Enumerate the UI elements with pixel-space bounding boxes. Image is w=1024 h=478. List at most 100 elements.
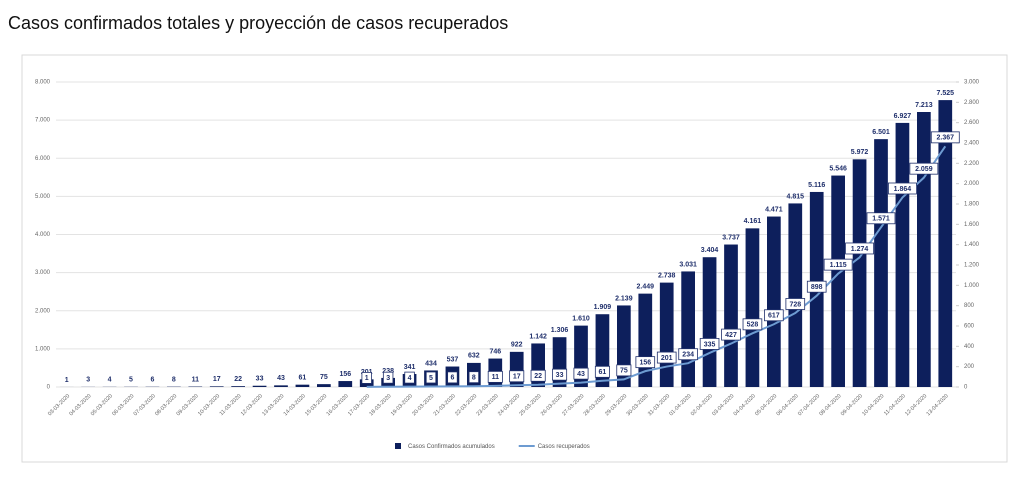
line-label-box bbox=[742, 318, 763, 331]
bar bbox=[702, 257, 717, 387]
y2-tick-label: 200 bbox=[964, 364, 975, 370]
y2-tick-label: 1.800 bbox=[964, 202, 980, 208]
bar-value-label: 5.116 bbox=[808, 182, 825, 189]
bar bbox=[252, 385, 267, 387]
line-label-box bbox=[823, 258, 853, 271]
line-label-box bbox=[425, 371, 437, 384]
y2-tick-label: 400 bbox=[964, 344, 975, 350]
bar-value-label: 6 bbox=[150, 377, 154, 384]
bar-value-label: 8 bbox=[172, 377, 176, 384]
bar-value-label: 7.213 bbox=[915, 102, 933, 109]
bar-value-label: 2.139 bbox=[615, 295, 633, 302]
y2-tick-label: 1.000 bbox=[964, 283, 980, 289]
line-value-label: 1.571 bbox=[872, 216, 890, 223]
bar-value-label: 2.449 bbox=[637, 283, 655, 290]
bar-value-label: 3 bbox=[86, 377, 90, 384]
bar-value-label: 4 bbox=[108, 377, 112, 384]
bar-value-label: 537 bbox=[447, 356, 459, 363]
bar-value-label: 4.815 bbox=[787, 193, 805, 200]
line-label-box bbox=[866, 212, 896, 225]
bar bbox=[724, 244, 738, 387]
y2-tick-label: 3.000 bbox=[964, 80, 980, 86]
bar-value-label: 1 bbox=[65, 377, 69, 384]
line-label-box bbox=[721, 328, 741, 341]
y-tick-label: 5.000 bbox=[35, 194, 51, 200]
y2-tick-label: 1.600 bbox=[964, 222, 980, 228]
bar bbox=[317, 384, 331, 387]
bar-value-label: 5.972 bbox=[851, 149, 869, 156]
line-label-box bbox=[785, 298, 806, 310]
bar bbox=[895, 122, 910, 387]
bar-value-label: 1.610 bbox=[572, 315, 590, 322]
line-value-label: 3 bbox=[386, 375, 390, 382]
bar bbox=[831, 175, 845, 387]
bar-value-label: 6.501 bbox=[872, 129, 890, 136]
y2-tick-label: 600 bbox=[964, 324, 975, 330]
y-tick-label: 1.000 bbox=[35, 346, 51, 352]
bar-value-label: 11 bbox=[192, 376, 200, 383]
line-label-box bbox=[616, 364, 632, 377]
bar bbox=[681, 271, 695, 387]
line-value-label: 898 bbox=[811, 284, 823, 291]
bar-value-label: 3.031 bbox=[679, 261, 697, 268]
y-tick-label: 8.000 bbox=[35, 80, 51, 86]
bar-value-label: 238 bbox=[382, 368, 394, 375]
bar-value-label: 3.737 bbox=[722, 234, 740, 241]
line-value-label: 2.059 bbox=[915, 166, 933, 173]
line-label-box bbox=[509, 370, 525, 383]
line-label-box bbox=[909, 162, 939, 175]
line-value-label: 4 bbox=[408, 375, 412, 382]
bar bbox=[917, 112, 931, 388]
bar-value-label: 6.927 bbox=[894, 113, 912, 120]
line-label-box bbox=[594, 365, 610, 378]
bar bbox=[745, 228, 760, 387]
bar bbox=[938, 100, 953, 387]
bar-value-label: 4.161 bbox=[744, 218, 762, 225]
line-value-label: 1.864 bbox=[894, 186, 912, 193]
legend-label: Casos recuperados bbox=[538, 444, 590, 450]
line-value-label: 11 bbox=[492, 374, 500, 381]
y2-tick-label: 1.400 bbox=[964, 242, 980, 248]
bar-value-label: 3.404 bbox=[701, 247, 719, 254]
line-value-label: 61 bbox=[599, 369, 607, 376]
bar-value-label: 434 bbox=[425, 360, 437, 367]
bar bbox=[788, 203, 803, 387]
line-label-box bbox=[530, 369, 546, 382]
bar-value-label: 746 bbox=[489, 348, 501, 355]
bar-value-label: 7.525 bbox=[937, 90, 955, 97]
y2-tick-label: 2.200 bbox=[964, 161, 980, 167]
line-label-box bbox=[806, 280, 827, 293]
bar-value-label: 4.471 bbox=[765, 206, 783, 213]
line-value-label: 234 bbox=[682, 352, 694, 359]
bar-value-label: 61 bbox=[299, 375, 307, 382]
line-label-box bbox=[678, 348, 698, 361]
bar-value-label: 632 bbox=[468, 353, 480, 360]
line-value-label: 156 bbox=[639, 359, 651, 366]
legend-swatch bbox=[395, 443, 401, 449]
y-tick-label: 3.000 bbox=[35, 270, 51, 276]
bar-value-label: 17 bbox=[213, 376, 221, 383]
line-label-box bbox=[361, 371, 372, 384]
line-label-box bbox=[468, 371, 480, 384]
y2-tick-label: 2.400 bbox=[964, 141, 980, 147]
line-label-box bbox=[764, 309, 784, 322]
y2-tick-label: 2.000 bbox=[964, 181, 980, 187]
line-label-box bbox=[382, 371, 394, 384]
bar-value-label: 43 bbox=[277, 375, 285, 382]
bar bbox=[295, 384, 310, 387]
bar bbox=[274, 385, 288, 387]
bar-value-label: 1.909 bbox=[594, 304, 612, 311]
line-value-label: 8 bbox=[472, 375, 476, 382]
y-tick-label: 7.000 bbox=[35, 118, 51, 124]
line-value-label: 201 bbox=[661, 355, 673, 362]
y2-tick-label: 1.200 bbox=[964, 263, 980, 269]
bar-value-label: 341 bbox=[404, 364, 416, 371]
line-value-label: 1.115 bbox=[830, 262, 847, 269]
line-value-label: 1.274 bbox=[851, 246, 869, 253]
bar-value-label: 5 bbox=[129, 377, 133, 384]
bar-value-label: 5.546 bbox=[829, 165, 847, 172]
line-label-box bbox=[930, 131, 960, 144]
bar-value-label: 1.142 bbox=[529, 333, 547, 340]
bar-value-label: 1.306 bbox=[551, 327, 569, 334]
